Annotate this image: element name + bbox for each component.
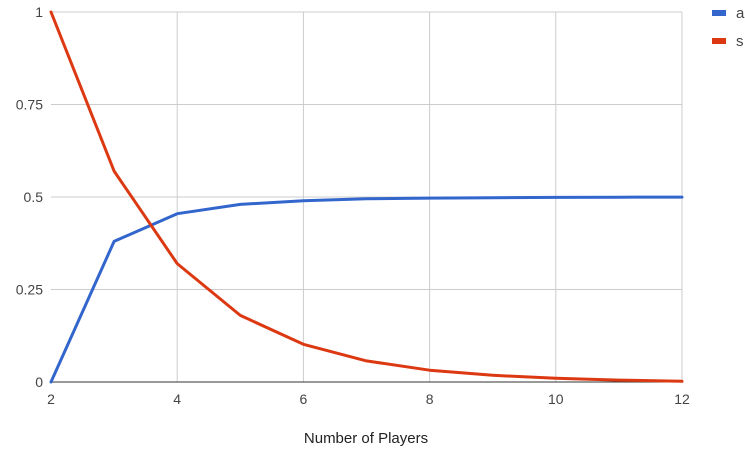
series-lines — [49, 10, 684, 384]
x-tick-label: 12 — [674, 391, 690, 407]
y-tick-label: 1 — [35, 4, 43, 20]
tick-labels: 2 4 6 8 10 12 0 0.25 0.5 0.75 1 — [16, 4, 690, 407]
x-tick-label: 4 — [173, 391, 181, 407]
legend-label-s: s — [736, 33, 744, 50]
x-tick-label: 10 — [548, 391, 564, 407]
series-line-a — [49, 195, 684, 384]
x-tick-label: 8 — [426, 391, 434, 407]
series-line-s — [49, 10, 684, 383]
legend: as — [712, 5, 745, 50]
x-tick-label: 2 — [47, 391, 55, 407]
legend-swatch-s — [712, 38, 726, 44]
legend-label-a: a — [736, 5, 745, 22]
x-tick-label: 6 — [300, 391, 308, 407]
y-tick-label: 0.25 — [16, 282, 43, 298]
y-tick-label: 0.5 — [24, 189, 44, 205]
legend-swatch-a — [712, 10, 726, 16]
y-tick-label: 0.75 — [16, 97, 43, 113]
x-axis-title: Number of Players — [304, 430, 428, 447]
y-tick-label: 0 — [35, 374, 43, 390]
